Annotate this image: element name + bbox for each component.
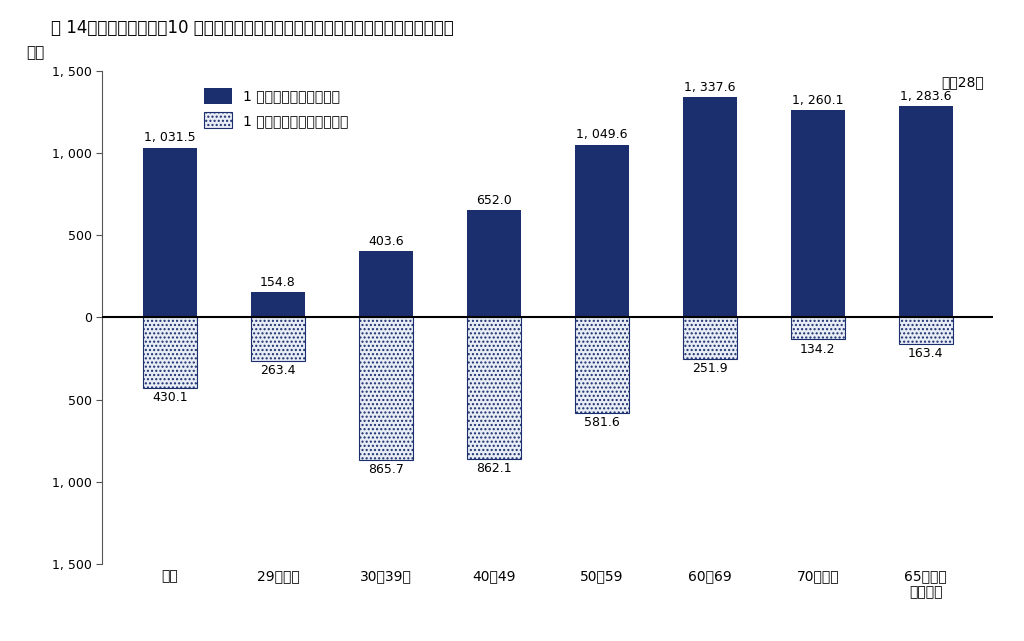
Bar (143, 147, 197, 317)
Text: 251.9: 251.9 (692, 362, 728, 375)
Bar (467, 210, 521, 317)
Text: 1, 283.6: 1, 283.6 (900, 90, 951, 103)
Text: 154.8: 154.8 (260, 276, 296, 288)
Bar (791, 317, 845, 339)
Bar (467, 317, 521, 459)
Text: 1, 337.6: 1, 337.6 (684, 81, 735, 94)
Bar (251, 292, 305, 317)
Text: 1, 031.5: 1, 031.5 (144, 131, 196, 144)
Bar (574, 317, 629, 413)
Bar (899, 317, 952, 344)
Bar (143, 317, 197, 388)
Bar (791, 110, 845, 317)
Bar (358, 317, 413, 460)
Legend: 1 世帯当たり平均賯蓄額, 1 世帯当たり平均借入金額: 1 世帯当たり平均賯蓄額, 1 世帯当たり平均借入金額 (199, 83, 354, 134)
Bar (574, 145, 629, 317)
Text: 581.6: 581.6 (584, 416, 620, 429)
Bar (358, 251, 413, 317)
Text: 平成28年: 平成28年 (942, 76, 984, 90)
Bar (683, 317, 737, 359)
Text: 134.2: 134.2 (800, 343, 836, 356)
Bar (251, 317, 305, 361)
Text: 403.6: 403.6 (368, 235, 403, 247)
Text: 図 14　世帯主の年齢（10 歳階級）別にみた１世帯当たり平均賯蓄額－平均借入金額: 図 14 世帯主の年齢（10 歳階級）別にみた１世帯当たり平均賯蓄額－平均借入金… (51, 19, 454, 37)
Text: 862.1: 862.1 (476, 462, 512, 476)
Text: 万円: 万円 (27, 46, 45, 61)
Text: 1, 260.1: 1, 260.1 (792, 94, 844, 106)
Text: 163.4: 163.4 (908, 347, 943, 360)
Bar (683, 97, 737, 317)
Text: 865.7: 865.7 (368, 463, 403, 476)
Text: 1, 049.6: 1, 049.6 (577, 128, 628, 141)
Text: 263.4: 263.4 (260, 364, 296, 377)
Text: 652.0: 652.0 (476, 194, 512, 207)
Bar (899, 106, 952, 317)
Text: 430.1: 430.1 (153, 392, 187, 404)
